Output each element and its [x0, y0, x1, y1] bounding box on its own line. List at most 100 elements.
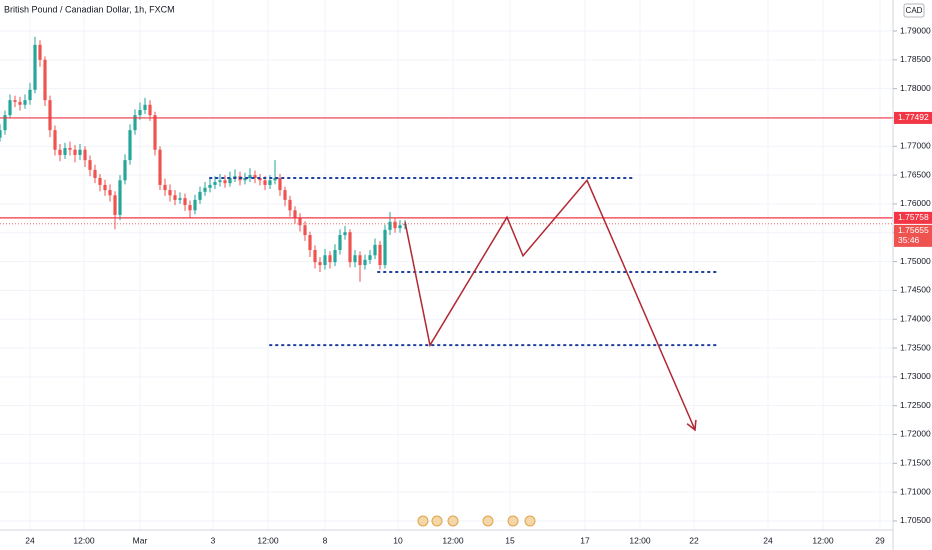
level-label-box — [894, 111, 932, 124]
candle-body — [183, 198, 187, 206]
candle-body — [8, 100, 12, 116]
candle-body — [178, 198, 182, 200]
axes: 1.70500 1.71000 1.71500 1.72000 1.72500 1.730… — [25, 25, 932, 545]
candle-body — [13, 100, 17, 102]
candle-body — [28, 89, 32, 101]
candle-body — [213, 182, 217, 185]
x-tick-label: 29 — [875, 535, 885, 545]
candle-body — [73, 149, 77, 155]
candle-body — [133, 115, 137, 131]
candle-body — [48, 100, 52, 131]
candle-body — [268, 180, 272, 185]
candle-body — [143, 104, 147, 110]
candle-body — [388, 221, 392, 230]
x-tick-label: 3 — [211, 535, 216, 545]
projection-path — [404, 178, 696, 431]
candle-body — [278, 177, 282, 191]
candle-body — [168, 190, 172, 196]
candle-body — [158, 149, 162, 185]
y-tick-label: 1.74500 — [900, 285, 931, 295]
candle-body — [138, 109, 142, 116]
candle-body — [0, 130, 2, 138]
x-tick-label: 12:00 — [257, 535, 279, 545]
candle-body — [103, 184, 107, 191]
candle-body — [118, 180, 122, 215]
candle-body — [318, 262, 322, 266]
plot-area — [0, 36, 407, 282]
x-tick-label: 17 — [580, 535, 590, 545]
candle-body — [38, 44, 42, 60]
level-label: 1.75758 — [898, 212, 929, 222]
x-tick-label: 24 — [25, 535, 35, 545]
candle-body — [58, 149, 62, 155]
candle-body — [198, 191, 202, 200]
candle-body — [173, 195, 177, 200]
candle-body — [78, 149, 82, 155]
candle-body — [373, 244, 377, 256]
candle-body — [208, 184, 212, 188]
price-label: 1.75655 — [898, 225, 929, 235]
candle-body — [243, 177, 247, 181]
candle-body — [18, 101, 22, 105]
candle-body — [328, 255, 332, 263]
candle-body — [98, 177, 102, 185]
y-tick-label: 1.74000 — [900, 313, 931, 323]
candle-body — [308, 235, 312, 251]
candle-body — [323, 255, 327, 266]
y-tick-label: 1.72000 — [900, 429, 931, 439]
candle-body — [283, 190, 287, 200]
level-label: 1.77492 — [898, 112, 929, 122]
candle-body — [358, 255, 362, 266]
price-label-box — [894, 224, 932, 247]
chart-title: British Pound / Canadian Dollar, 1h, FXC… — [4, 4, 175, 14]
candle-body — [3, 115, 7, 131]
candle-body — [63, 148, 67, 155]
candle-body — [313, 250, 317, 263]
y-tick-label: 1.73000 — [900, 371, 931, 381]
y-tick-label: 1.72500 — [900, 400, 931, 410]
candle-body — [273, 177, 277, 181]
candle-body — [293, 210, 297, 218]
candle-body — [383, 229, 387, 266]
y-tick-label: 1.71500 — [900, 458, 931, 468]
candle-body — [333, 250, 337, 263]
countdown: 35:46 — [898, 235, 920, 245]
x-tick-label: 15 — [505, 535, 515, 545]
y-tick-label: 1.78000 — [900, 83, 931, 93]
x-tick-label: Mar — [133, 535, 148, 545]
x-tick-label: 12:00 — [73, 535, 95, 545]
candle-body — [338, 235, 342, 251]
y-tick-label: 1.77000 — [900, 141, 931, 151]
event-icon — [507, 515, 519, 527]
x-tick-label: 12:00 — [629, 535, 651, 545]
currency: CAD — [906, 6, 923, 15]
candle-body — [148, 104, 152, 116]
level-label-box — [894, 211, 932, 224]
arrow-head — [686, 419, 697, 432]
candle-body — [83, 149, 87, 161]
y-tick-label: 1.71000 — [900, 486, 931, 496]
candle-body — [363, 259, 367, 266]
candle-body — [253, 175, 257, 178]
candle-body — [53, 130, 57, 150]
candle-body — [263, 180, 267, 185]
y-tick-label: 1.78500 — [900, 54, 931, 64]
x-tick-label: 10 — [393, 535, 403, 545]
candle-body — [248, 175, 252, 178]
y-tick-label: 1.79000 — [900, 25, 931, 35]
y-tick-label: 1.76000 — [900, 198, 931, 208]
candle-body — [188, 205, 192, 211]
candle-body — [368, 255, 372, 260]
candle-body — [303, 225, 307, 236]
y-tick-label: 1.73500 — [900, 342, 931, 352]
candle-body — [128, 130, 132, 161]
candle-body — [288, 199, 292, 211]
event-icon — [524, 515, 536, 527]
event-icon — [447, 515, 459, 527]
candle-body — [258, 177, 262, 181]
candle-body — [93, 169, 97, 178]
y-tick-label: 1.76500 — [900, 169, 931, 179]
candle-body — [193, 199, 197, 211]
candle-body — [68, 148, 72, 150]
